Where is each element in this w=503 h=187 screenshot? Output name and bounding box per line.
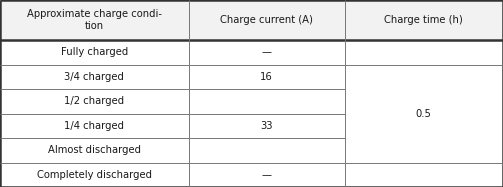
Text: Charge current (A): Charge current (A): [220, 15, 313, 25]
Text: —: —: [262, 47, 272, 57]
Text: 33: 33: [261, 121, 273, 131]
Text: Completely discharged: Completely discharged: [37, 170, 152, 180]
Bar: [0, 0, 503, 40]
Text: 0.5: 0.5: [416, 109, 432, 119]
Text: 1/4 charged: 1/4 charged: [64, 121, 124, 131]
Text: Approximate charge condi-
tion: Approximate charge condi- tion: [27, 9, 162, 31]
Text: 1/2 charged: 1/2 charged: [64, 96, 124, 106]
Text: Almost discharged: Almost discharged: [48, 145, 141, 155]
Text: 16: 16: [260, 72, 273, 82]
Text: Charge time (h): Charge time (h): [384, 15, 463, 25]
Text: Fully charged: Fully charged: [61, 47, 128, 57]
Text: —: —: [262, 170, 272, 180]
Text: 3/4 charged: 3/4 charged: [64, 72, 124, 82]
